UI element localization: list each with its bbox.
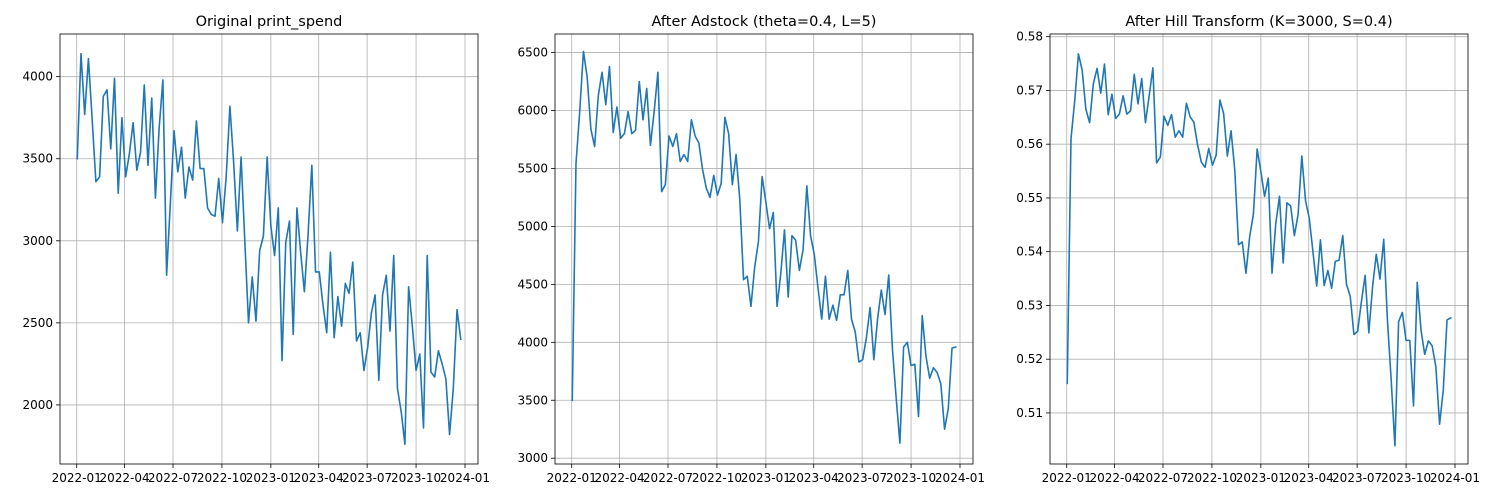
x-tick-label: 2022-01: [1042, 471, 1092, 485]
chart-panel-original-print-spend: 2022-012022-042022-072022-102023-012023-…: [22, 14, 490, 485]
y-tick-label: 0.56: [1016, 137, 1043, 151]
x-tick-label: 2022-01: [547, 471, 597, 485]
y-tick-label: 3000: [517, 451, 548, 465]
y-tick-label: 0.54: [1016, 245, 1043, 259]
y-tick-label: 5500: [517, 161, 548, 175]
axes-frame: [554, 33, 974, 465]
y-tick-label: 6000: [517, 103, 548, 117]
axes-frame: [1049, 33, 1469, 465]
x-tick-label: 2022-07: [643, 471, 693, 485]
y-tick-label: 3500: [517, 393, 548, 407]
axes-frame: [59, 33, 479, 465]
x-tick-label: 2023-10: [886, 471, 936, 485]
series-line: [76, 52, 462, 446]
x-tick-label: 2022-07: [148, 471, 198, 485]
chart-title: Original print_spend: [196, 14, 343, 30]
y-tick-label: 2000: [22, 398, 53, 412]
x-tick-label: 2022-04: [595, 471, 645, 485]
x-tick-label: 2023-10: [391, 471, 441, 485]
chart-title: After Adstock (theta=0.4, L=5): [652, 14, 877, 30]
y-tick-label: 3500: [22, 152, 53, 166]
y-tick-label: 0.58: [1016, 30, 1043, 44]
x-tick-label: 2023-04: [789, 471, 839, 485]
x-tick-label: 2023-10: [1381, 471, 1431, 485]
x-tick-label: 2023-07: [342, 471, 392, 485]
y-tick-label: 0.53: [1016, 298, 1043, 312]
x-tick-label: 2023-04: [1284, 471, 1334, 485]
x-tick-label: 2024-01: [1430, 471, 1480, 485]
y-tick-label: 4500: [517, 277, 548, 291]
x-tick-label: 2022-04: [1090, 471, 1140, 485]
x-tick-label: 2023-01: [1236, 471, 1286, 485]
y-tick-label: 5000: [517, 219, 548, 233]
y-tick-label: 3000: [22, 234, 53, 248]
x-tick-label: 2022-07: [1138, 471, 1188, 485]
series-line: [571, 50, 957, 444]
y-tick-label: 0.55: [1016, 191, 1043, 205]
x-tick-label: 2023-01: [741, 471, 791, 485]
x-tick-label: 2023-01: [246, 471, 296, 485]
y-tick-label: 0.51: [1016, 406, 1043, 420]
y-tick-label: 0.52: [1016, 352, 1043, 366]
chart-panel-after-adstock: 2022-012022-042022-072022-102023-012023-…: [517, 14, 985, 485]
x-tick-label: 2023-07: [1332, 471, 1382, 485]
x-tick-label: 2024-01: [440, 471, 490, 485]
y-tick-label: 6500: [517, 46, 548, 60]
y-tick-label: 2500: [22, 316, 53, 330]
x-tick-label: 2024-01: [935, 471, 985, 485]
y-tick-label: 0.57: [1016, 83, 1043, 97]
y-tick-label: 4000: [517, 335, 548, 349]
series-line: [1066, 53, 1452, 447]
x-tick-label: 2023-04: [294, 471, 344, 485]
x-tick-label: 2022-10: [1187, 471, 1237, 485]
x-tick-label: 2022-04: [100, 471, 150, 485]
chart-title: After Hill Transform (K=3000, S=0.4): [1125, 14, 1392, 30]
x-tick-label: 2022-10: [692, 471, 742, 485]
x-tick-label: 2022-10: [197, 471, 247, 485]
y-tick-label: 4000: [22, 70, 53, 84]
x-tick-label: 2022-01: [52, 471, 102, 485]
chart-panel-after-hill-transform: 2022-012022-042022-072022-102023-012023-…: [1016, 14, 1480, 485]
x-tick-label: 2023-07: [837, 471, 887, 485]
